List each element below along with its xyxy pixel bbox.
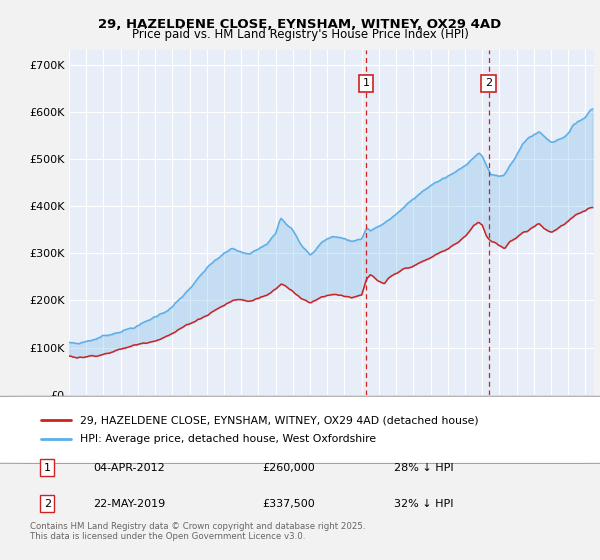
Text: HPI: Average price, detached house, West Oxfordshire: HPI: Average price, detached house, West…: [80, 435, 376, 445]
Text: £337,500: £337,500: [262, 499, 314, 509]
Text: Price paid vs. HM Land Registry's House Price Index (HPI): Price paid vs. HM Land Registry's House …: [131, 28, 469, 41]
FancyBboxPatch shape: [0, 396, 600, 464]
Text: 22-MAY-2019: 22-MAY-2019: [94, 499, 166, 509]
Text: 1: 1: [44, 463, 51, 473]
Text: 28% ↓ HPI: 28% ↓ HPI: [394, 463, 454, 473]
Text: 2: 2: [485, 78, 493, 88]
Text: 32% ↓ HPI: 32% ↓ HPI: [394, 499, 454, 509]
Text: 1: 1: [362, 78, 370, 88]
Text: 2: 2: [44, 499, 51, 509]
Text: £260,000: £260,000: [262, 463, 314, 473]
Text: 04-APR-2012: 04-APR-2012: [94, 463, 165, 473]
Text: 29, HAZELDENE CLOSE, EYNSHAM, WITNEY, OX29 4AD (detached house): 29, HAZELDENE CLOSE, EYNSHAM, WITNEY, OX…: [80, 415, 478, 425]
Text: Contains HM Land Registry data © Crown copyright and database right 2025.
This d: Contains HM Land Registry data © Crown c…: [30, 522, 365, 542]
Text: 29, HAZELDENE CLOSE, EYNSHAM, WITNEY, OX29 4AD: 29, HAZELDENE CLOSE, EYNSHAM, WITNEY, OX…: [98, 18, 502, 31]
